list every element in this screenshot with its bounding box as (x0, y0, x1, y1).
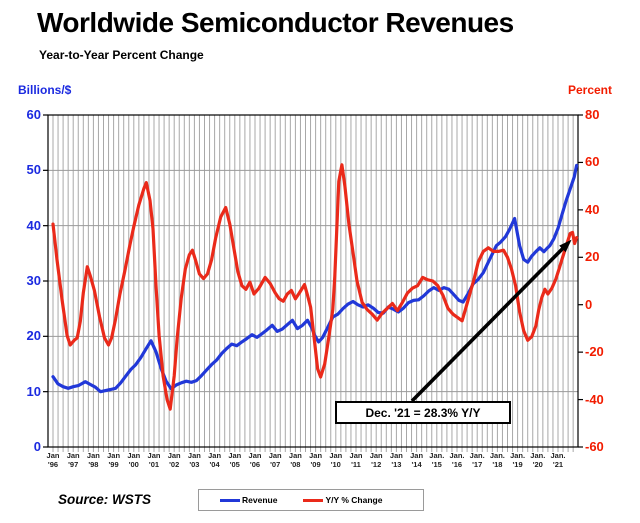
x-axis-year-label: Jan. '19 (510, 451, 526, 469)
right-axis-tick-label: 80 (585, 107, 600, 122)
legend: Revenue Y/Y % Change (198, 489, 424, 511)
x-axis-year-label: Jan '05 (228, 451, 242, 469)
right-axis-title: Percent (567, 83, 612, 97)
page-subtitle: Year-to-Year Percent Change (39, 48, 204, 62)
yoy-line-swatch (303, 498, 324, 502)
legend-item-yoy: Y/Y % Change (303, 495, 382, 505)
x-axis-year-label: Jan '06 (248, 451, 262, 469)
source-note: Source: WSTS (58, 492, 152, 507)
left-axis-title: Billions/$ (18, 83, 72, 97)
x-axis-year-label: Jan '14 (410, 451, 424, 469)
legend-label-yoy: Y/Y % Change (325, 495, 383, 505)
right-axis-tick-label: -20 (585, 344, 604, 359)
page-title: Worldwide Semiconductor Revenues (37, 7, 514, 38)
x-axis-year-label: Jan '97 (66, 451, 80, 469)
right-axis-tick-label: 40 (585, 202, 600, 217)
x-axis-year-label: Jan. '21 (550, 451, 566, 469)
x-axis-year-label: Jan '04 (208, 451, 222, 469)
x-axis-year-label: Jan '98 (86, 451, 100, 469)
x-axis-year-label: Jan '11 (349, 451, 363, 469)
left-axis-tick-label: 60 (26, 107, 41, 122)
x-axis-year-label: Jan '08 (288, 451, 302, 469)
right-axis-tick-label: -40 (585, 392, 604, 407)
x-axis-year-label: Jan '09 (309, 451, 323, 469)
x-axis-year-label: Jan '99 (107, 451, 121, 469)
left-axis-tick-label: 30 (26, 273, 41, 288)
x-axis-year-label: Jan '02 (167, 451, 181, 469)
x-axis-year-label: Jan '13 (389, 451, 403, 469)
annotation-callout: Dec. '21 = 28.3% Y/Y (335, 401, 511, 424)
right-axis-tick-label: -60 (585, 439, 604, 454)
left-axis-tick-label: 40 (26, 218, 41, 233)
x-axis-year-label: Jan '01 (147, 451, 161, 469)
right-axis-tick-label: 60 (585, 154, 600, 169)
left-axis-tick-label: 20 (26, 328, 41, 343)
x-axis-year-label: Jan. '17 (469, 451, 485, 469)
x-axis-year-label: Jan '00 (127, 451, 141, 469)
annotation-text: Dec. '21 = 28.3% Y/Y (365, 405, 481, 420)
x-axis-year-label: Jan. '16 (449, 451, 465, 469)
left-axis-tick-label: 50 (26, 162, 41, 177)
x-axis-year-label: Jan '96 (46, 451, 60, 469)
x-axis-year-label: Jan '12 (369, 451, 383, 469)
x-axis-year-label: Jan. '20 (530, 451, 546, 469)
legend-label-revenue: Revenue (242, 495, 278, 505)
legend-item-revenue: Revenue (220, 495, 277, 505)
left-axis-tick-label: 10 (26, 384, 41, 399)
x-axis-year-label: Jan '10 (329, 451, 343, 469)
x-axis-year-label: Jan. '15 (429, 451, 445, 469)
right-axis-tick-label: 20 (585, 249, 600, 264)
left-axis-tick-label: 0 (33, 439, 41, 454)
x-axis-year-label: Jan. '18 (489, 451, 505, 469)
revenue-line-swatch (220, 498, 240, 502)
x-axis-year-label: Jan '03 (187, 451, 201, 469)
right-axis-tick-label: 0 (585, 297, 593, 312)
x-axis-year-label: Jan '07 (268, 451, 282, 469)
